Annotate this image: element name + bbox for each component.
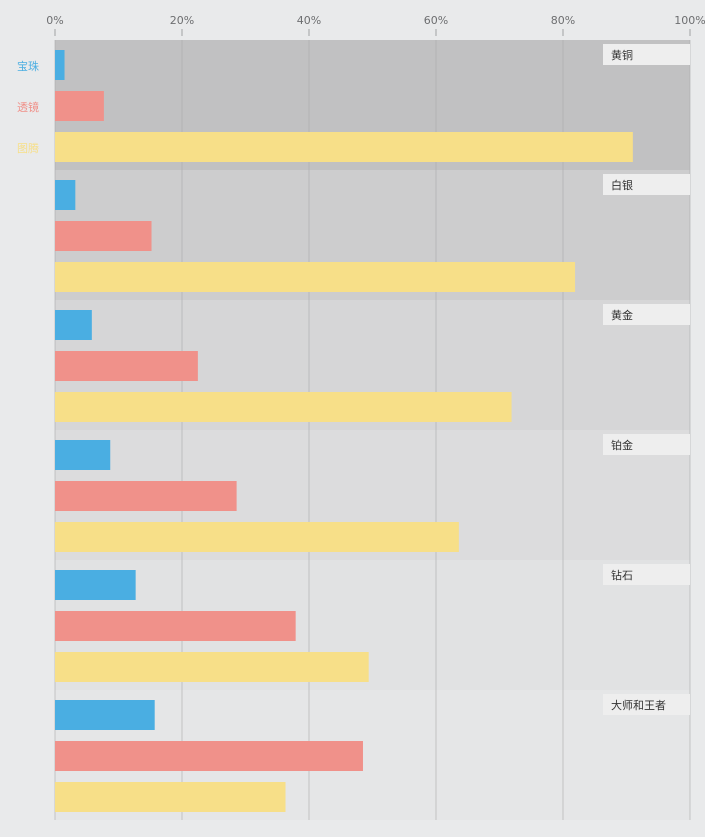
tier-label: 白银 — [611, 178, 633, 192]
x-axis-ticks: 0% 20% 40% 60% 80% 100% — [46, 14, 705, 36]
tier-label: 钻石 — [611, 568, 633, 582]
bar — [55, 481, 237, 511]
bar — [55, 310, 92, 340]
bar — [55, 351, 198, 381]
bar — [55, 262, 576, 292]
x-tick-label: 20% — [170, 14, 194, 27]
x-tick-label: 80% — [551, 14, 575, 27]
tier-label-box — [603, 564, 690, 585]
tier-label-box — [603, 174, 690, 195]
tier-label: 黄铜 — [611, 48, 633, 62]
x-tick-label: 40% — [297, 14, 321, 27]
bar — [55, 132, 633, 162]
bar — [55, 221, 152, 251]
bar — [55, 440, 111, 470]
tier-label-box — [603, 434, 690, 455]
bar — [55, 741, 363, 771]
bar — [55, 700, 155, 730]
bar — [55, 570, 136, 600]
bar — [55, 180, 76, 210]
x-tick-label: 0% — [46, 14, 63, 27]
tier-label-box — [603, 694, 690, 715]
x-tick-label: 100% — [674, 14, 705, 27]
bar — [55, 91, 104, 121]
tier-label: 黄金 — [611, 308, 633, 322]
tier-label: 铂金 — [611, 438, 633, 452]
legend-label: 宝珠 — [17, 59, 39, 73]
tier-label: 大师和王者 — [611, 698, 666, 712]
legend-label: 图腾 — [17, 141, 39, 155]
bar — [55, 611, 296, 641]
bar — [55, 50, 65, 80]
bar — [55, 392, 512, 422]
x-tick-label: 60% — [424, 14, 448, 27]
bar — [55, 522, 459, 552]
tier-label-box — [603, 44, 690, 65]
grid-lines — [54, 40, 691, 820]
bar — [55, 782, 286, 812]
legend-label: 透镜 — [17, 100, 39, 114]
tier-label-box — [603, 304, 690, 325]
bar — [55, 652, 369, 682]
bars — [55, 50, 633, 812]
